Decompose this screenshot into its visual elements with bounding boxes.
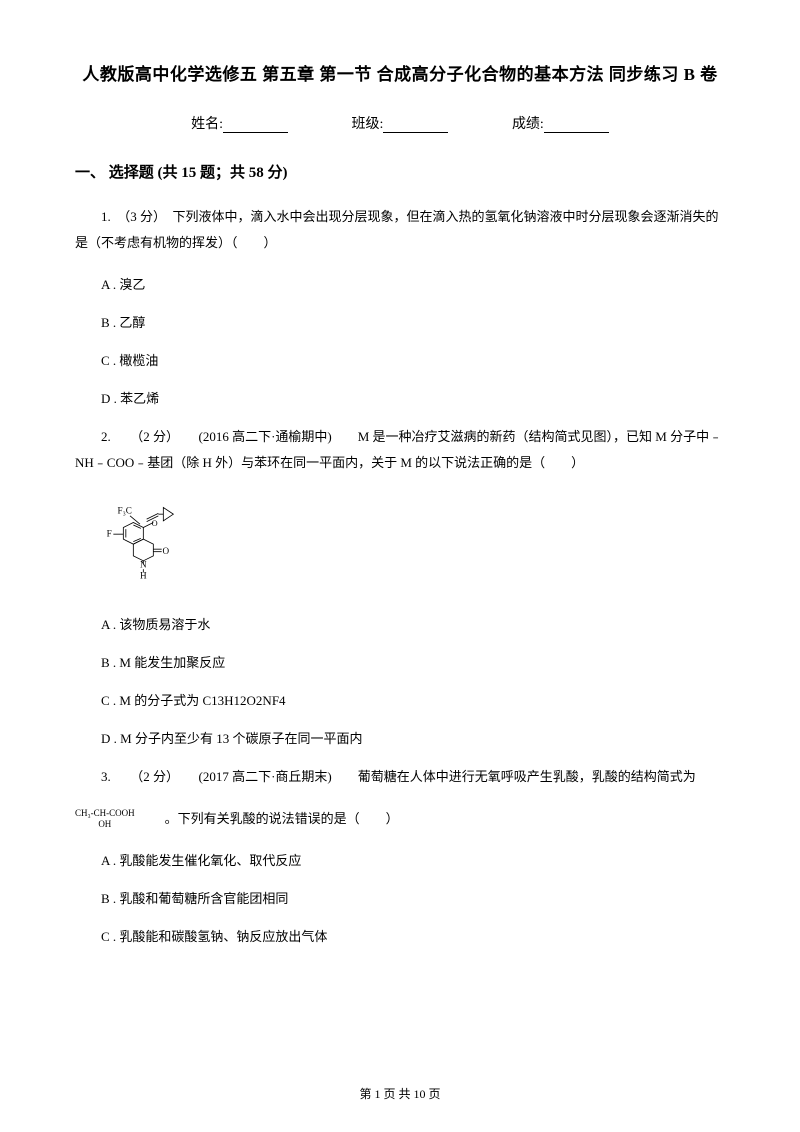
q1-option-c: C . 橄榄油 [75, 348, 725, 374]
name-blank [223, 117, 288, 133]
q3-stem: 3. （2 分） (2017 高二下·商丘期末) 葡萄糖在人体中进行无氧呼吸产生… [75, 764, 725, 790]
formula-top: CH₃-CH-COOH [75, 808, 135, 819]
q1-stem: 1. （3 分） 下列液体中，滴入水中会出现分层现象，但在滴入热的氢氧化钠溶液中… [75, 204, 725, 256]
q2-molecule-container: F₃C F O N H O [75, 492, 725, 598]
class-label: 班级: [352, 117, 384, 132]
class-field: 班级: [352, 113, 449, 133]
class-blank [383, 117, 448, 133]
q3-option-c: C . 乳酸能和碳酸氢钠、钠反应放出气体 [75, 924, 725, 950]
q2-option-b: B . M 能发生加聚反应 [75, 650, 725, 676]
svg-text:F: F [107, 529, 112, 539]
page-footer: 第 1 页 共 10 页 [0, 1085, 800, 1102]
score-blank [544, 117, 609, 133]
formula-bottom: OH [75, 819, 135, 830]
q3-formula-line: CH₃-CH-COOH OH 。下列有关乳酸的说法错误的是（ ） [75, 806, 725, 832]
q2-option-c: C . M 的分子式为 C13H12O2NF4 [75, 688, 725, 714]
svg-text:F₃C: F₃C [118, 505, 132, 515]
q3-stem-cont: 。下列有关乳酸的说法错误的是（ ） [139, 806, 399, 832]
svg-text:O: O [163, 546, 170, 556]
q2-option-d: D . M 分子内至少有 13 个碳原子在同一平面内 [75, 726, 725, 752]
student-info-line: 姓名: 班级: 成绩: [75, 113, 725, 133]
section-header: 一、 选择题 (共 15 题；共 58 分) [75, 161, 725, 182]
lactic-acid-formula: CH₃-CH-COOH OH [75, 808, 135, 830]
q3-option-b: B . 乳酸和葡萄糖所含官能团相同 [75, 886, 725, 912]
document-title: 人教版高中化学选修五 第五章 第一节 合成高分子化合物的基本方法 同步练习 B … [75, 60, 725, 85]
svg-text:O: O [152, 519, 158, 528]
q3-option-a: A . 乳酸能发生催化氧化、取代反应 [75, 848, 725, 874]
q1-option-b: B . 乙醇 [75, 310, 725, 336]
score-field: 成绩: [512, 113, 609, 133]
name-label: 姓名: [191, 117, 223, 132]
name-field: 姓名: [191, 113, 288, 133]
q1-option-d: D . 苯乙烯 [75, 386, 725, 412]
score-label: 成绩: [512, 117, 544, 132]
molecule-structure-icon: F₃C F O N H O [105, 500, 205, 585]
q2-option-a: A . 该物质易溶于水 [75, 612, 725, 638]
q1-option-a: A . 溴乙 [75, 272, 725, 298]
q2-stem: 2. （2 分） (2016 高二下·通榆期中) M 是一种冶疗艾滋病的新药（结… [75, 424, 725, 476]
